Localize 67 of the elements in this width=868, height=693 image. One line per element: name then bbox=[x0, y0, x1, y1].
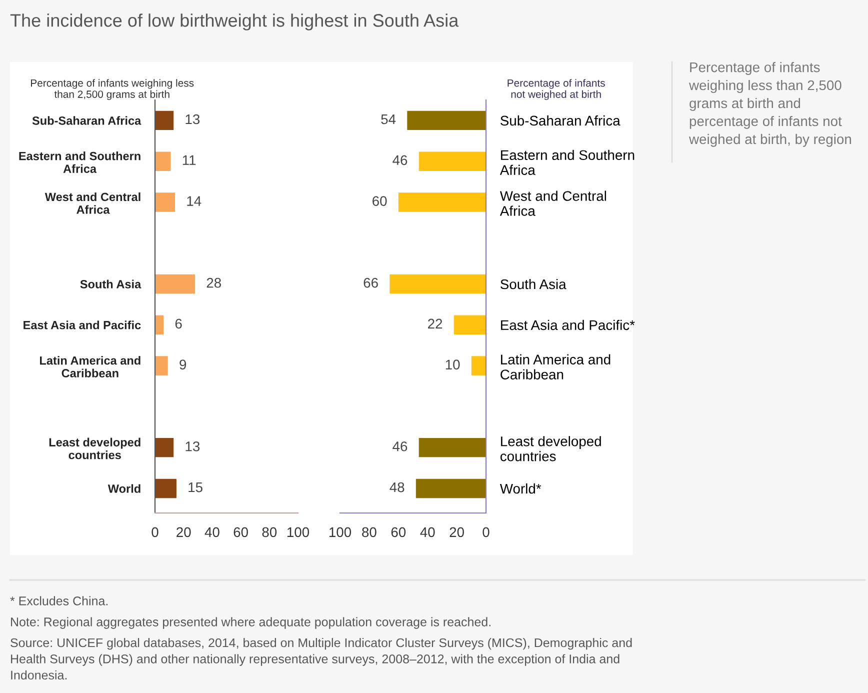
bar bbox=[471, 356, 486, 376]
data-label: 14 bbox=[187, 196, 202, 206]
text: Percentage of infants weighing less than 2,500 grams at birth and percentage of infants not weighed at birth, by region bbox=[688, 62, 852, 147]
data-label: 11 bbox=[182, 155, 196, 165]
bar bbox=[155, 152, 171, 171]
bar bbox=[454, 315, 486, 335]
bar bbox=[407, 110, 486, 130]
bar bbox=[418, 152, 486, 171]
y-tick-label: South Asia bbox=[80, 280, 142, 288]
text: The incidence of low birthweight is highest in South Asia bbox=[10, 14, 459, 30]
x-tick-label: 100 bbox=[329, 527, 352, 538]
chart-title: Percentage of infants weighing less than 2,500 grams at birth bbox=[31, 79, 194, 100]
x-tick-label: 0 bbox=[482, 527, 490, 538]
x-tick-label: 40 bbox=[420, 527, 435, 538]
y-tick-label: East Asia and Pacific* bbox=[501, 320, 635, 330]
bar bbox=[155, 274, 196, 294]
data-label: 15 bbox=[188, 482, 202, 492]
data-label: 22 bbox=[428, 318, 442, 328]
data-label: 46 bbox=[392, 441, 408, 452]
x-tick-label: 40 bbox=[204, 527, 220, 538]
y-tick-label: Eastern and Southern Africa bbox=[500, 150, 634, 175]
y-tick-label: Eastern and Southern Africa bbox=[19, 152, 140, 173]
data-label: 9 bbox=[180, 360, 186, 370]
data-label: 6 bbox=[175, 318, 182, 329]
text: * Excludes China. bbox=[10, 596, 108, 606]
x-tick-label: 60 bbox=[234, 527, 248, 538]
x-tick-label: 0 bbox=[152, 527, 158, 538]
data-label: 10 bbox=[446, 360, 460, 370]
bar bbox=[155, 192, 176, 212]
data-label: 13 bbox=[186, 114, 200, 124]
y-tick-label: West and Central Africa bbox=[44, 192, 140, 214]
data-label: 13 bbox=[186, 441, 200, 452]
y-tick-label: South Asia bbox=[500, 278, 566, 290]
y-tick-label: Least developed countries bbox=[49, 438, 140, 460]
y-tick-label: World bbox=[108, 484, 140, 493]
bar bbox=[416, 478, 486, 498]
bar bbox=[390, 274, 486, 294]
data-label: 60 bbox=[372, 196, 387, 206]
bar bbox=[418, 438, 486, 458]
data-label: 28 bbox=[206, 278, 221, 288]
data-label: 66 bbox=[364, 278, 378, 288]
data-label: 48 bbox=[390, 482, 404, 492]
y-tick-label: Latin America and Caribbean bbox=[40, 356, 140, 378]
x-tick-label: 80 bbox=[362, 527, 376, 538]
bar bbox=[155, 438, 174, 458]
text: Note: Regional aggregates presented where adequate population coverage is reached. bbox=[11, 617, 490, 629]
bar bbox=[398, 192, 486, 212]
bar bbox=[155, 110, 174, 130]
source-note: Source: UNICEF global databases, 2014, based on Multiple Indicator Cluster Surveys (MICS), Demographic and Health Surveys (DHS) and other nationally representative surveys, 2008–2012, with the exception of India and Indonesia. bbox=[10, 638, 632, 680]
data-label: 54 bbox=[381, 114, 396, 124]
bar bbox=[155, 315, 164, 335]
y-tick-label: Latin America and Caribbean bbox=[500, 354, 610, 380]
bar bbox=[155, 356, 168, 376]
data-label: 46 bbox=[392, 155, 408, 166]
y-tick-label: Sub-Saharan Africa bbox=[32, 116, 142, 125]
y-tick-label: Least developed countries bbox=[500, 436, 601, 462]
x-tick-label: 80 bbox=[262, 527, 277, 538]
x-tick-label: 100 bbox=[287, 527, 310, 538]
y-tick-label: Sub-Saharan Africa bbox=[500, 115, 620, 126]
x-tick-label: 20 bbox=[176, 527, 191, 538]
y-tick-label: World* bbox=[500, 483, 542, 494]
y-tick-label: East Asia and Pacific bbox=[24, 320, 141, 330]
text: Percentage of infants not weighed at birth bbox=[508, 79, 605, 100]
y-tick-label: West and Central Africa bbox=[500, 190, 606, 216]
x-tick-label: 60 bbox=[391, 527, 406, 538]
bar bbox=[155, 478, 176, 498]
x-tick-label: 20 bbox=[450, 527, 464, 538]
